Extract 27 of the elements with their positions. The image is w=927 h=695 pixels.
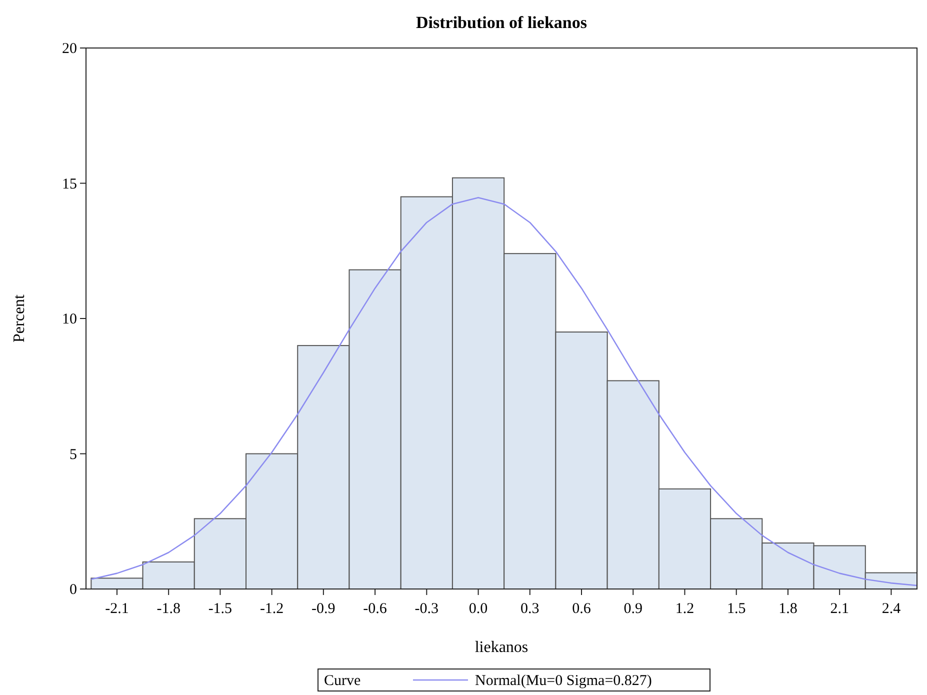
- y-tick-label: 0: [70, 582, 77, 598]
- y-tick-label: 10: [62, 312, 77, 328]
- x-tick-label: -0.3: [414, 601, 439, 617]
- y-axis-title: Percent: [11, 294, 28, 342]
- x-tick-label: 2.4: [882, 601, 902, 617]
- x-tick-label: -0.9: [312, 601, 336, 617]
- x-tick-label: 0.9: [624, 601, 642, 617]
- x-axis-title: liekanos: [474, 639, 528, 656]
- x-tick-label: -0.6: [363, 601, 388, 617]
- x-tick-label: -1.2: [260, 601, 284, 617]
- x-tick-label: 1.2: [675, 601, 694, 617]
- x-tick-label: 2.1: [830, 601, 849, 617]
- x-tick-label: -1.8: [156, 601, 180, 617]
- x-tick-label: -2.1: [105, 601, 129, 617]
- x-tick-label: 1.5: [726, 601, 746, 617]
- y-tick-label: 15: [62, 176, 77, 192]
- x-tick-label: 0.3: [520, 601, 540, 617]
- x-tick-label: -1.5: [208, 601, 232, 617]
- line-series: [90, 196, 918, 586]
- x-tick-label: 1.8: [778, 601, 798, 617]
- y-tick-label: 5: [70, 446, 77, 463]
- x-tick-label: 0.6: [572, 601, 592, 617]
- y-tick-label: 20: [62, 41, 77, 57]
- legend-label: Normal(Mu=0 Sigma=0.827): [475, 673, 652, 689]
- x-tick-label: 0.0: [468, 601, 488, 617]
- legend-title: Curve: [324, 673, 361, 689]
- chart-title: Distribution of liekanos: [416, 13, 588, 32]
